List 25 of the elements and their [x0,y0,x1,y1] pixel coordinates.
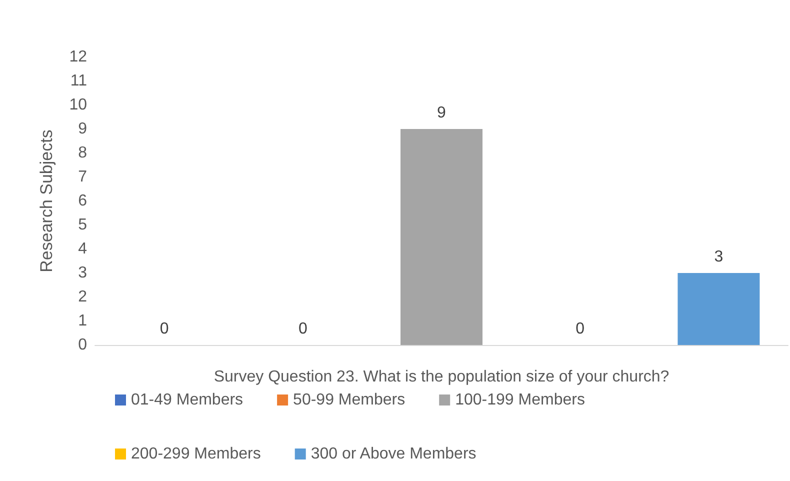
y-tick-label: 7 [78,168,88,186]
data-label: 0 [298,320,308,338]
legend-label: 01-49 Members [131,392,244,408]
data-label: 9 [437,104,446,122]
y-tick-label: 5 [78,216,88,234]
y-tick-label: 6 [78,192,88,210]
legend-label: 100-199 Members [455,392,585,408]
data-label: 0 [576,320,585,338]
y-tick-label: 12 [69,48,88,66]
y-tick-label: 1 [78,312,88,330]
y-tick-label: 8 [78,144,88,162]
y-tick-label: 4 [78,240,88,258]
y-tick-label: 10 [69,96,88,114]
y-tick-label: 3 [78,264,88,282]
legend-label: 300 or Above Members [310,446,476,462]
legend-label: 50-99 Members [293,392,406,408]
y-tick-label: 9 [78,120,88,138]
data-label: 3 [714,248,724,266]
data-label: 0 [160,320,169,338]
y-axis-title: Research Subjects [37,130,56,272]
legend-label: 200-299 Members [131,446,261,462]
y-tick-label: 11 [70,72,88,90]
y-tick-label: 2 [78,288,88,306]
x-axis-title: Survey Question 23. What is the population size of your church? [214,368,670,386]
y-tick-label: 0 [78,336,88,354]
